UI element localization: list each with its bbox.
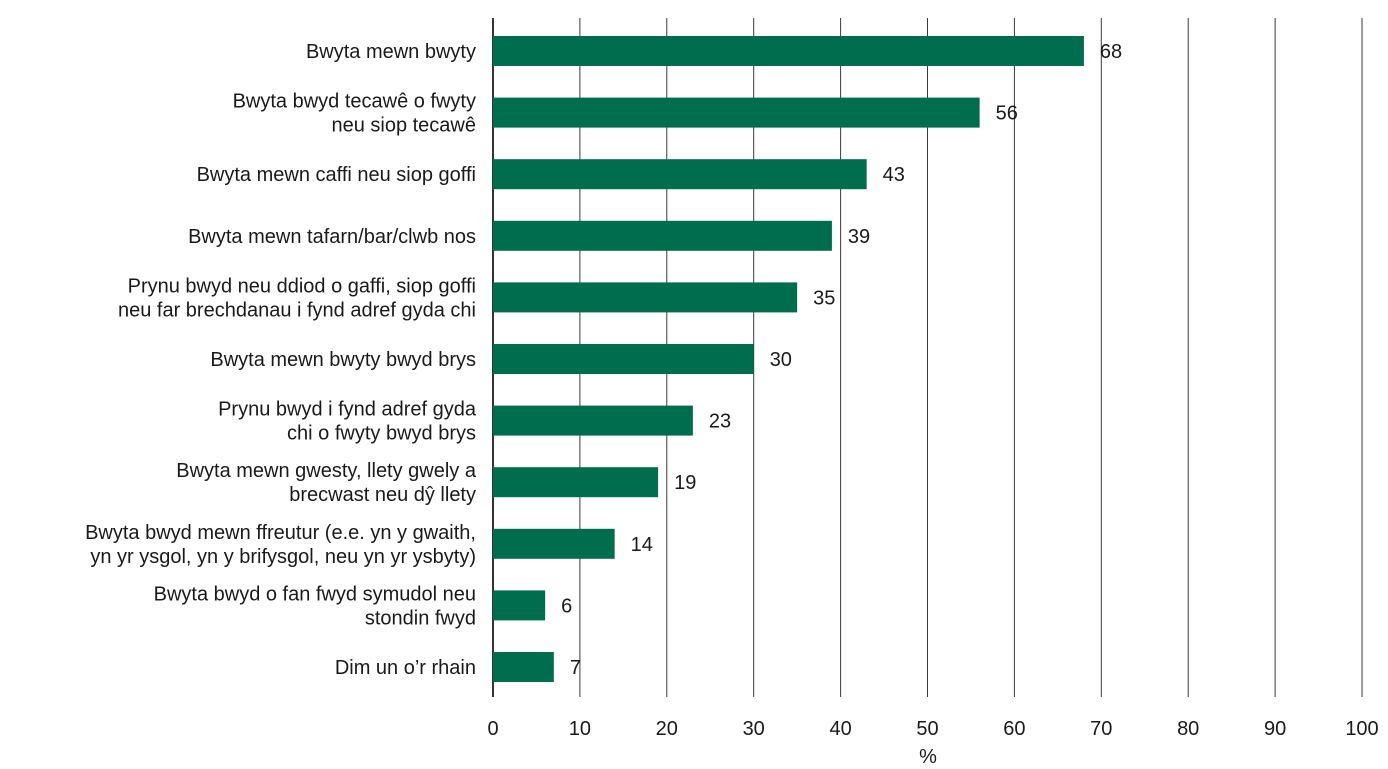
bar	[493, 344, 754, 374]
x-tick-label: 10	[569, 718, 591, 740]
value-label: 39	[848, 226, 870, 248]
category-label: Prynu bwyd neu ddiod o gaffi, siop goffi	[128, 275, 476, 297]
category-label: Prynu bwyd i fynd adref gyda	[218, 399, 477, 421]
bar	[493, 590, 546, 621]
category-label: Bwyta mewn bwyty	[306, 41, 476, 63]
x-tick-label: 50	[916, 718, 938, 740]
x-tick-label: 100	[1345, 718, 1378, 740]
category-label: yn yr ysgol, yn y brifysgol, neu yn yr y…	[90, 546, 476, 568]
value-label: 68	[1100, 41, 1122, 63]
value-label: 43	[883, 164, 905, 186]
category-labels: Bwyta mewn bwyty Bwyta bwyd tecawê o fwyt…	[85, 41, 477, 679]
category-label: Bwyta mewn gwesty, llety gwely a	[176, 460, 477, 482]
category-label: neu siop tecawê	[331, 115, 476, 137]
x-tick-label: 80	[1177, 718, 1199, 740]
category-label: Bwyta mewn caffi neu siop goffi	[197, 164, 476, 186]
x-tick-label: 70	[1090, 718, 1112, 740]
value-label: 35	[813, 287, 835, 309]
category-label: Dim un o’r rhain	[335, 657, 476, 679]
category-label: Bwyta bwyd o fan fwyd symudol neu	[154, 583, 476, 605]
x-axis-ticks: 0 10 20 30 40 50 60 70 80 90 100	[487, 718, 1378, 740]
x-tick-label: 40	[829, 718, 851, 740]
x-tick-label: 20	[656, 718, 678, 740]
value-label: 56	[996, 103, 1018, 125]
bar	[493, 159, 867, 190]
gridlines	[492, 18, 1363, 697]
bar	[493, 97, 980, 128]
x-tick-label: 30	[743, 718, 765, 740]
value-label: 6	[561, 595, 572, 617]
bar	[493, 36, 1084, 66]
bars	[493, 36, 1084, 682]
bar	[493, 282, 798, 313]
category-label: Bwyta bwyd mewn ffreutur (e.e. yn y gwai…	[85, 522, 476, 544]
category-label: brecwast neu dŷ llety	[289, 484, 476, 506]
value-label: 14	[631, 534, 653, 556]
category-label: neu far brechdanau i fynd adref gyda chi	[118, 299, 476, 321]
category-label: Bwyta bwyd tecawê o fwyty	[233, 91, 476, 113]
category-label: chi o fwyty bwyd brys	[287, 423, 476, 445]
x-tick-label: 0	[487, 718, 498, 740]
x-tick-label: 60	[1003, 718, 1025, 740]
category-label: Bwyta mewn bwyty bwyd brys	[210, 349, 476, 371]
bar	[493, 652, 554, 682]
value-label: 19	[674, 472, 696, 494]
x-axis-label: %	[919, 746, 937, 768]
category-label: stondin fwyd	[365, 607, 476, 629]
category-label: Bwyta mewn tafarn/bar/clwb nos	[188, 226, 476, 248]
value-label: 23	[709, 411, 731, 433]
value-label: 7	[570, 657, 581, 679]
bar	[493, 405, 693, 436]
bar	[493, 528, 615, 559]
value-label: 30	[770, 349, 792, 371]
x-tick-label: 90	[1264, 718, 1286, 740]
bar	[493, 467, 659, 498]
bar	[493, 220, 832, 251]
value-labels: 68 56 43 39 35 30 23 19 14 6 7	[561, 41, 1122, 679]
